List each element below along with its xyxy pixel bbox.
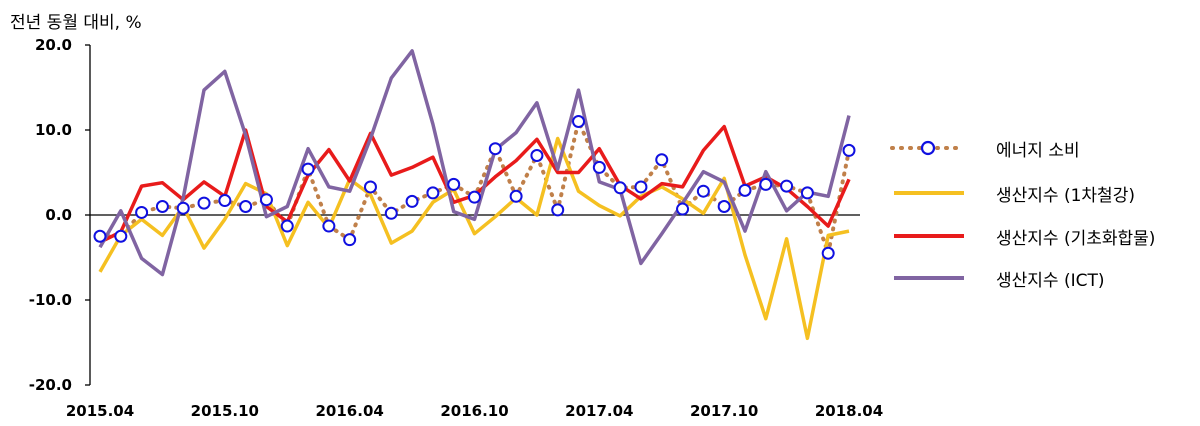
energy-point [426, 186, 440, 200]
y-tick-label: 20.0 [35, 36, 72, 54]
energy-point [93, 229, 107, 243]
energy-point [759, 177, 773, 191]
energy-point [135, 205, 149, 219]
energy-point [655, 153, 669, 167]
series-line-ict [98, 49, 851, 277]
energy-point [301, 162, 315, 176]
energy-point [738, 183, 752, 197]
legend-swatch-energy [890, 140, 966, 156]
legend-label-energy: 에너지 소비 [996, 141, 1080, 161]
x-tick-label: 2015.10 [191, 402, 259, 420]
energy-point [717, 200, 731, 213]
y-tick-label: 0.0 [45, 206, 72, 224]
legend-label-ict: 생산지수 (ICT) [996, 271, 1105, 291]
y-tick-label: 10.0 [35, 121, 72, 139]
energy-point [363, 180, 377, 194]
legend-swatch-chemical [894, 234, 964, 238]
legend-swatch-ict [894, 276, 964, 280]
energy-point [696, 184, 710, 198]
energy-point [384, 206, 398, 220]
y-tick-label: -20.0 [29, 376, 72, 394]
energy-point [488, 142, 502, 156]
legend-label-steel: 생산지수 (1차철강) [996, 186, 1135, 206]
energy-point [780, 179, 794, 193]
energy-point [572, 115, 586, 128]
energy-point [197, 196, 211, 210]
energy-point [468, 190, 481, 204]
energy-point [821, 246, 835, 260]
legend-swatch-steel [894, 191, 964, 195]
energy-point [114, 229, 128, 243]
energy-point [405, 194, 419, 208]
legend-item-energy: 에너지 소비 [888, 132, 1198, 162]
energy-point [592, 160, 606, 174]
energy-point [239, 200, 253, 213]
energy-point [842, 143, 856, 157]
legend-item-chemical: 생산지수 (기초화합물) [888, 220, 1198, 250]
x-tick-label: 2016.10 [440, 402, 508, 420]
energy-point [322, 219, 336, 233]
energy-point [551, 203, 565, 217]
energy-point [155, 200, 169, 213]
x-tick-label: 2017.04 [565, 402, 633, 420]
energy-point [343, 233, 357, 247]
energy-point [447, 177, 461, 191]
legend-item-ict: 생산지수 (ICT) [888, 262, 1198, 292]
energy-point [509, 189, 523, 203]
series-line-steel [98, 136, 850, 341]
x-tick-label: 2015.04 [66, 402, 134, 420]
energy-point [218, 194, 232, 208]
energy-point [613, 181, 627, 195]
x-tick-label: 2017.10 [690, 402, 758, 420]
y-axis-unit-label: 전년 동월 대비, % [10, 13, 142, 33]
energy-point [530, 149, 544, 162]
energy-point [176, 201, 190, 215]
energy-point [280, 219, 294, 233]
legend-item-steel: 생산지수 (1차철강) [888, 177, 1198, 207]
energy-point [259, 193, 273, 207]
x-tick-label: 2018.04 [815, 402, 883, 420]
energy-point [634, 180, 648, 194]
energy-point [800, 186, 814, 200]
energy-point [676, 202, 690, 216]
x-tick-label: 2016.04 [316, 402, 384, 420]
legend-label-chemical: 생산지수 (기초화합물) [996, 229, 1156, 249]
y-tick-label: -10.0 [29, 291, 72, 309]
